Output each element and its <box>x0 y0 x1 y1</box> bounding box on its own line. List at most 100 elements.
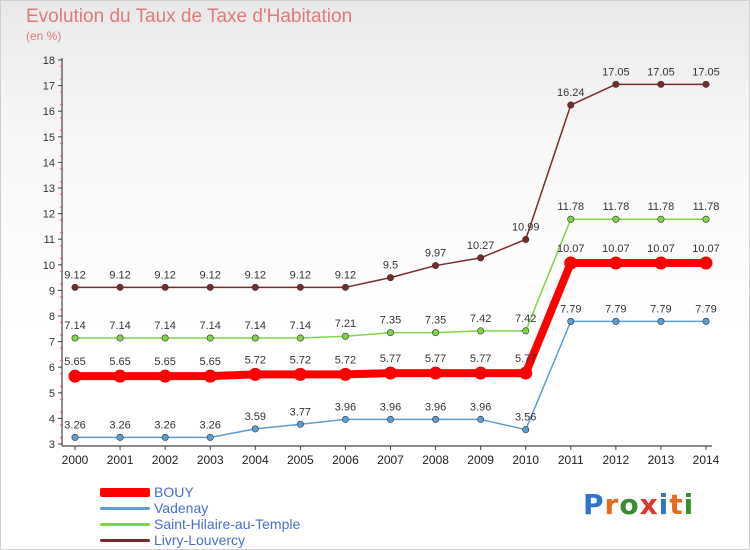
data-label: 17.05 <box>647 66 675 78</box>
x-tick-label: 2007 <box>377 453 404 467</box>
y-tick-label: 15 <box>43 132 55 144</box>
data-label: 5.65 <box>64 356 85 368</box>
legend-item: Vadenay <box>100 500 300 516</box>
data-point <box>702 215 710 223</box>
legend-swatch <box>100 487 150 497</box>
data-label: 9.12 <box>290 269 311 281</box>
data-point <box>432 329 440 337</box>
data-label: 7.21 <box>335 318 356 330</box>
logo-letter: P <box>583 488 605 521</box>
y-tick-label: 14 <box>43 157 55 169</box>
y-tick-label: 16 <box>43 106 55 118</box>
data-label: 7.14 <box>245 320 266 332</box>
data-point <box>251 283 259 291</box>
data-point <box>654 256 668 270</box>
x-tick-label: 2012 <box>603 453 630 467</box>
data-point <box>206 283 214 291</box>
data-point <box>699 256 713 270</box>
data-point <box>71 334 79 342</box>
data-label: 3.77 <box>290 406 311 418</box>
data-label: 11.78 <box>557 201 584 213</box>
data-point <box>612 80 620 88</box>
x-tick-label: 2008 <box>422 453 449 467</box>
data-point <box>251 334 259 342</box>
legend-label: Livry-Louvercy <box>154 532 246 548</box>
data-label: 7.14 <box>154 320 175 332</box>
data-point <box>341 415 349 423</box>
y-tick-label: 9 <box>49 285 55 297</box>
x-tick-label: 2010 <box>512 453 539 467</box>
data-label: 7.14 <box>64 320 85 332</box>
y-tick-label: 11 <box>44 234 55 246</box>
x-tick-label: 2009 <box>467 453 494 467</box>
data-label: 9.12 <box>64 269 85 281</box>
data-label: 5.77 <box>380 353 401 365</box>
legend-swatch <box>100 506 150 510</box>
data-point <box>567 101 575 109</box>
data-label: 10.27 <box>467 240 495 252</box>
legend-item: BOUY <box>100 484 300 500</box>
x-tick-label: 2004 <box>242 453 269 467</box>
legend-label: Vadenay <box>154 500 209 516</box>
data-label: 3.59 <box>245 411 266 423</box>
data-point <box>612 317 620 325</box>
data-point <box>519 366 533 380</box>
legend-swatch <box>100 522 150 526</box>
data-point <box>477 415 485 423</box>
data-point <box>161 433 169 441</box>
legend-item: Saint-Hilaire-au-Temple <box>100 516 300 532</box>
data-label: 9.12 <box>335 269 356 281</box>
y-tick-label: 10 <box>43 260 55 272</box>
data-label: 5.65 <box>109 356 130 368</box>
axes: 3 4 5 6 7 8 9 10 11 12 13 14 15 16 17 18 2000 2001 2002 200… <box>43 55 720 467</box>
x-tick-label: 2002 <box>152 453 179 467</box>
logo-letter: x <box>639 488 659 521</box>
y-tick-label: 17 <box>43 81 55 93</box>
legend-label: Saint-Hilaire-au-Temple <box>154 516 301 532</box>
logo-letter: i <box>683 488 695 521</box>
data-point <box>341 283 349 291</box>
data-label: 10.07 <box>647 243 675 255</box>
series-points <box>68 80 713 441</box>
data-label: 9.5 <box>383 260 398 272</box>
data-label: 3.26 <box>200 419 221 431</box>
data-label: 9.97 <box>425 248 446 260</box>
y-tick-label: 12 <box>43 209 55 221</box>
x-tick-label: 2011 <box>558 453 584 467</box>
x-tick-label: 2014 <box>693 453 720 467</box>
data-label: 5.77 <box>470 353 491 365</box>
data-label: 7.79 <box>650 303 671 315</box>
data-point <box>432 415 440 423</box>
logo-letter: r <box>604 488 620 521</box>
x-tick-label: 2003 <box>197 453 224 467</box>
data-label: 7.35 <box>380 315 401 327</box>
logo-letter: t <box>669 488 684 521</box>
data-label: 3.96 <box>380 401 401 413</box>
data-label: 9.12 <box>245 269 266 281</box>
data-point <box>71 433 79 441</box>
data-point <box>296 420 304 428</box>
data-point <box>702 80 710 88</box>
legend: BOUY Vadenay Saint-Hilaire-au-Temple Livry-… <box>100 484 300 548</box>
data-point <box>609 256 623 270</box>
data-label: 3.26 <box>64 419 85 431</box>
data-point <box>477 254 485 262</box>
data-label: 9.12 <box>154 269 175 281</box>
data-point <box>432 262 440 270</box>
data-point <box>702 317 710 325</box>
series-line-3 <box>75 83 706 289</box>
data-label: 10.99 <box>512 221 540 233</box>
x-tick-label: 2005 <box>287 453 314 467</box>
data-point <box>296 334 304 342</box>
data-point <box>341 332 349 340</box>
data-point <box>657 80 665 88</box>
line-chart: 3 4 5 6 7 8 9 10 11 12 13 14 15 16 17 18 2000 2001 2002 200… <box>43 55 720 467</box>
data-point <box>161 334 169 342</box>
data-point <box>564 256 578 270</box>
data-point <box>251 425 259 433</box>
data-label: 10.07 <box>692 243 720 255</box>
data-label: 7.79 <box>695 303 716 315</box>
data-label: 7.42 <box>515 313 536 325</box>
data-point <box>567 317 575 325</box>
y-tick-label: 6 <box>49 362 55 374</box>
